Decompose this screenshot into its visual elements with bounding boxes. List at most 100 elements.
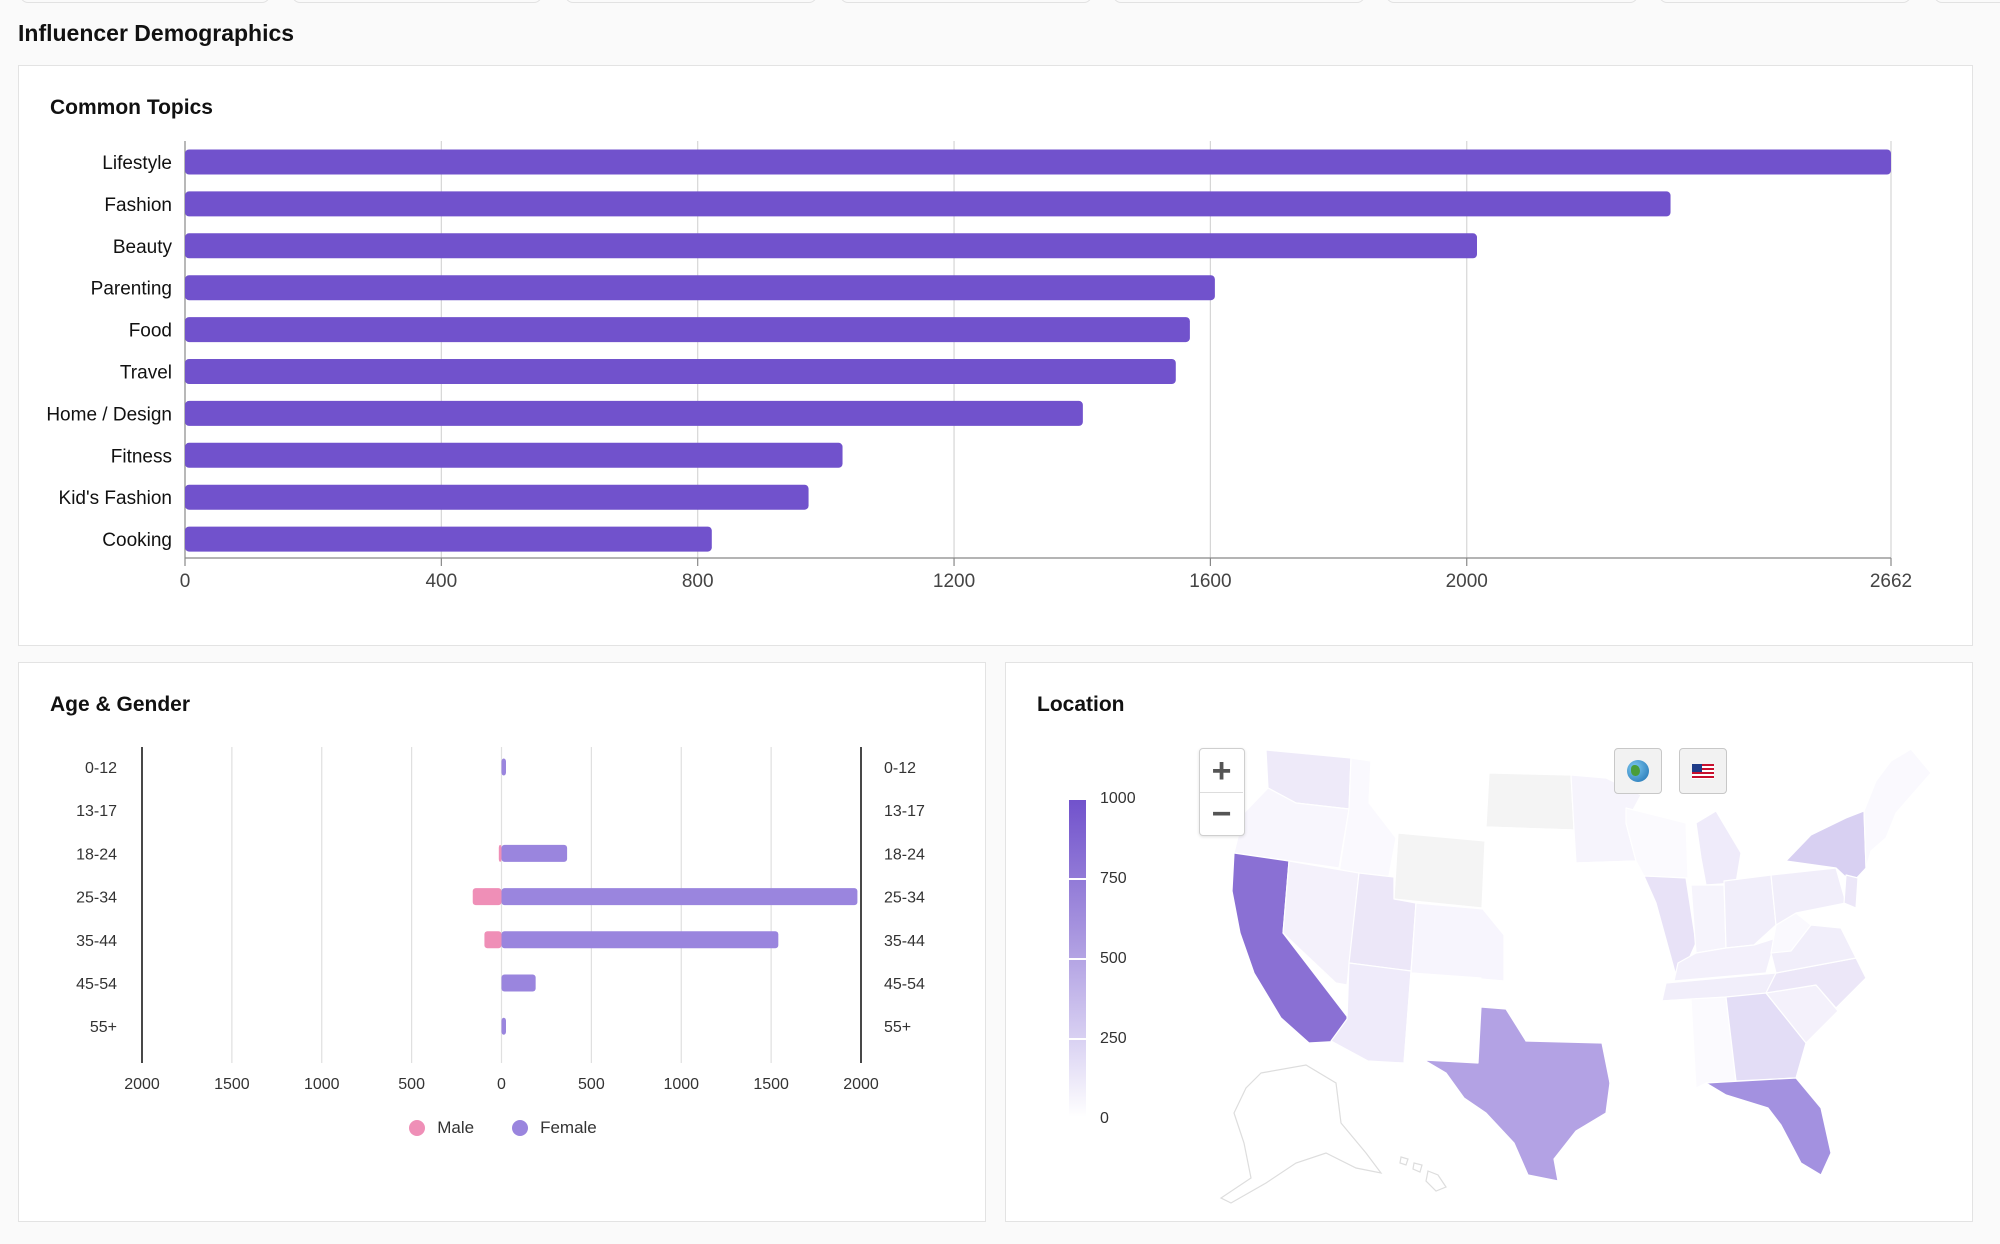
world-view-button[interactable] bbox=[1614, 748, 1662, 794]
top-tab[interactable] bbox=[1386, 0, 1638, 3]
state-texas[interactable] bbox=[1423, 1006, 1611, 1182]
age-label-left: 55+ bbox=[90, 1019, 117, 1036]
female-bar bbox=[501, 758, 506, 776]
state-ohio[interactable] bbox=[1723, 874, 1777, 949]
age-label-right: 25-34 bbox=[884, 890, 925, 907]
age-label-left: 18-24 bbox=[76, 846, 117, 863]
x-tick-label: 2000 bbox=[843, 1076, 879, 1093]
x-tick-label: 1200 bbox=[933, 571, 975, 592]
top-tab[interactable] bbox=[1113, 0, 1365, 3]
common-topics-card: Common Topics 0 400 800 1200 1600 2000 2662 Lif… bbox=[18, 65, 1973, 646]
age-label-left: 0-12 bbox=[85, 760, 117, 777]
state-new-england[interactable] bbox=[1863, 748, 1932, 869]
state-kansas[interactable] bbox=[1503, 934, 1601, 994]
common-topics-chart: 0 400 800 1200 1600 2000 2662 Lifestyle Fashion B… bbox=[46, 141, 1912, 592]
x-tick-label: 400 bbox=[425, 571, 457, 592]
topic-bar bbox=[185, 442, 843, 468]
top-tab[interactable] bbox=[20, 0, 270, 3]
female-bar bbox=[501, 844, 568, 862]
age-label-left: 13-17 bbox=[76, 803, 117, 820]
state-florida[interactable] bbox=[1705, 1077, 1832, 1176]
top-tab[interactable] bbox=[565, 0, 817, 3]
legend-male[interactable]: Male bbox=[409, 1118, 474, 1138]
topic-label: Parenting bbox=[91, 279, 172, 300]
age-label-left: 35-44 bbox=[76, 933, 117, 950]
top-tab[interactable] bbox=[292, 0, 542, 3]
top-tab[interactable] bbox=[1659, 0, 1911, 3]
state-arkansas[interactable] bbox=[1599, 992, 1665, 1054]
x-tick-label: 500 bbox=[398, 1076, 425, 1093]
topic-bar bbox=[185, 275, 1215, 301]
age-label-right: 35-44 bbox=[884, 933, 925, 950]
topic-label: Fitness bbox=[111, 446, 172, 467]
zoom-in-button[interactable]: + bbox=[1211, 751, 1232, 790]
topic-bar bbox=[185, 400, 1083, 426]
topic-label: Cooking bbox=[102, 530, 172, 551]
topic-label: Food bbox=[129, 321, 172, 342]
topic-label: Beauty bbox=[113, 237, 173, 258]
x-tick-label: 0 bbox=[497, 1076, 506, 1093]
state-missouri[interactable] bbox=[1591, 902, 1679, 999]
male-bar bbox=[472, 888, 502, 906]
location-card: Location 1000 750 500 250 0 bbox=[1005, 662, 1973, 1222]
topic-bar bbox=[185, 484, 809, 510]
male-swatch bbox=[409, 1120, 426, 1136]
state-south-dakota[interactable] bbox=[1483, 826, 1577, 892]
age-label-right: 45-54 bbox=[884, 976, 925, 993]
topic-bar bbox=[185, 191, 1671, 217]
top-tab[interactable] bbox=[840, 0, 1092, 3]
topic-bar bbox=[185, 317, 1190, 343]
globe-icon bbox=[1627, 760, 1649, 782]
state-new-mexico[interactable] bbox=[1403, 972, 1482, 1072]
state-wyoming[interactable] bbox=[1393, 832, 1486, 909]
topic-label: Kid's Fashion bbox=[59, 488, 172, 509]
age-label-left: 45-54 bbox=[76, 976, 117, 993]
age-label-right: 18-24 bbox=[884, 846, 925, 863]
topic-bar bbox=[185, 149, 1891, 175]
location-title: Location bbox=[1037, 693, 1125, 716]
x-tick-label: 800 bbox=[682, 571, 714, 592]
state-michigan[interactable] bbox=[1695, 810, 1742, 886]
us-view-button[interactable] bbox=[1679, 748, 1727, 794]
age-label-right: 0-12 bbox=[884, 760, 916, 777]
female-swatch bbox=[512, 1120, 529, 1136]
state-kentucky[interactable] bbox=[1673, 937, 1777, 982]
state-new-jersey[interactable] bbox=[1843, 874, 1859, 909]
age-gender-title: Age & Gender bbox=[50, 693, 191, 716]
x-tick-label: 1000 bbox=[663, 1076, 699, 1093]
state-maine[interactable] bbox=[1890, 722, 1947, 774]
topic-label: Lifestyle bbox=[102, 153, 172, 174]
common-topics-title: Common Topics bbox=[50, 96, 213, 119]
zoom-out-button[interactable]: − bbox=[1200, 792, 1243, 835]
state-indiana[interactable] bbox=[1690, 884, 1727, 954]
state-alaska[interactable] bbox=[1219, 1064, 1383, 1204]
topic-bar bbox=[185, 233, 1477, 259]
state-hawaii[interactable] bbox=[1399, 1156, 1447, 1192]
topic-bar bbox=[185, 526, 712, 552]
scale-tick bbox=[1069, 1038, 1086, 1040]
scale-tick bbox=[1069, 958, 1086, 960]
state-nevada[interactable] bbox=[1282, 860, 1360, 986]
x-tick-label: 1500 bbox=[753, 1076, 789, 1093]
state-mississippi[interactable] bbox=[1655, 998, 1697, 1094]
state-georgia[interactable] bbox=[1725, 992, 1807, 1082]
top-tab[interactable] bbox=[1934, 0, 2000, 3]
scale-tick bbox=[1069, 878, 1086, 880]
x-tick-label: 2000 bbox=[124, 1076, 160, 1093]
state-pennsylvania[interactable] bbox=[1770, 867, 1847, 926]
female-bar bbox=[501, 974, 536, 992]
legend-female[interactable]: Female bbox=[512, 1118, 597, 1138]
state-north-dakota[interactable] bbox=[1485, 772, 1575, 831]
age-label-left: 25-34 bbox=[76, 890, 117, 907]
age-label-right: 55+ bbox=[884, 1019, 911, 1036]
x-tick-label: 2662 bbox=[1870, 571, 1912, 592]
male-bar bbox=[498, 844, 502, 862]
legend-female-label: Female bbox=[540, 1118, 597, 1137]
scale-label-500: 500 bbox=[1100, 950, 1127, 967]
x-tick-label: 1500 bbox=[214, 1076, 250, 1093]
x-tick-label: 500 bbox=[578, 1076, 605, 1093]
us-flag-icon bbox=[1692, 763, 1714, 779]
age-gender-legend: Male Female bbox=[19, 1118, 987, 1138]
topic-label: Home / Design bbox=[46, 404, 172, 425]
x-tick-label: 1600 bbox=[1189, 571, 1231, 592]
